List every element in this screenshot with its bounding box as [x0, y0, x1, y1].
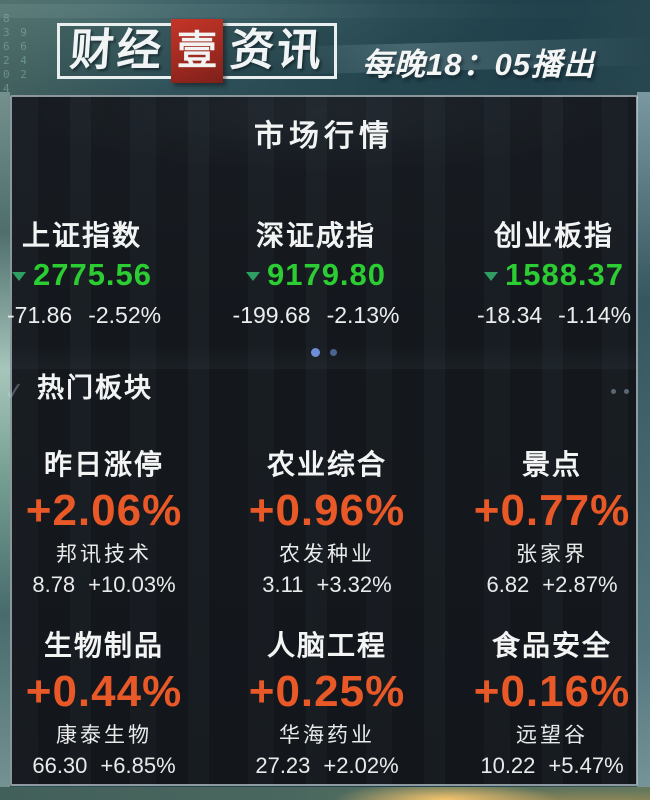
leading-stock-name: 康泰生物 — [56, 724, 152, 747]
stock-price: 8.78 — [32, 572, 76, 597]
stock-price: 66.30 — [32, 753, 88, 778]
stock-price: 3.11 — [262, 572, 304, 597]
logo-text-right: 资讯 — [228, 26, 326, 75]
down-triangle-icon — [483, 272, 498, 281]
leading-stock-name: 邦讯技术 — [56, 543, 152, 566]
bottom-strip — [0, 787, 650, 800]
broadcast-time-text: 每晚18：05播出 — [362, 47, 595, 82]
more-indicator-dots[interactable] — [611, 389, 629, 394]
leading-stock-name: 远望谷 — [516, 724, 588, 747]
stock-price: 27.23 — [255, 753, 311, 778]
logo-text-left: 财经 — [68, 26, 166, 75]
sector-card-human-brain-engineering[interactable]: 人脑工程 +0.25% 华海药业 27.23 +2.02% — [212, 630, 442, 778]
index-shenzhen-component[interactable]: 深证成指 9179.80 -199.68 -2.13% — [202, 220, 430, 328]
index-shanghai-composite[interactable]: 上证指数 2775.56 -71.86 -2.52% — [7, 220, 161, 328]
background-digits-decor: 8 3 9 6 6 2 4 0 2 4 — [3, 12, 29, 95]
more-dot — [624, 389, 629, 394]
stock-change-pct: +3.32% — [316, 572, 392, 597]
index-chinext[interactable]: 创业板指 1588.37 -18.34 -1.14% — [442, 220, 650, 328]
sector-change-pct: +2.06% — [25, 486, 183, 535]
index-name: 深证成指 — [255, 220, 376, 251]
sector-name: 食品安全 — [491, 630, 612, 661]
index-name: 创业板指 — [493, 220, 614, 251]
right-edge-glow — [637, 92, 650, 788]
leading-stock-name: 农发种业 — [279, 543, 375, 566]
stock-change-pct: +2.87% — [542, 572, 618, 597]
section-separator — [12, 345, 636, 369]
carousel-dot[interactable] — [330, 349, 337, 356]
logo-red-block: 壹 — [171, 19, 223, 83]
header-light-streak-top — [0, 4, 650, 18]
sector-change-pct: +0.44% — [25, 667, 183, 716]
index-change: -199.68 — [232, 302, 311, 328]
sector-card-biological-products[interactable]: 生物制品 +0.44% 康泰生物 66.30 +6.85% — [4, 630, 204, 778]
index-value: 1588.37 — [504, 257, 625, 292]
carousel-dots — [12, 348, 636, 357]
sector-change-pct: +0.16% — [473, 667, 631, 716]
market-panel: 市场行情 上证指数 2775.56 -71.86 -2.52% 深证成指 9179… — [3, 95, 638, 786]
down-triangle-icon — [11, 272, 26, 281]
stock-price: 6.82 — [486, 572, 530, 597]
sector-change-pct: +0.25% — [248, 667, 406, 716]
stock-change-pct: +5.47% — [548, 753, 624, 778]
stock-change-pct: +6.85% — [100, 753, 176, 778]
logo: 财经 壹 资讯 — [57, 19, 337, 83]
market-quotes-title: 市场行情 — [254, 120, 394, 153]
more-dot — [611, 389, 616, 394]
leading-stock-name: 张家界 — [516, 543, 588, 566]
stock-price: 10.22 — [480, 753, 536, 778]
sector-card-scenic-spots[interactable]: 景点 +0.77% 张家界 6.82 +2.87% — [452, 449, 650, 597]
sector-name: 景点 — [521, 449, 582, 480]
index-change-pct: -1.14% — [558, 302, 632, 328]
sector-name: 人脑工程 — [266, 630, 387, 661]
stock-change-pct: +10.03% — [88, 572, 176, 597]
sector-card-yesterday-limit-up[interactable]: 昨日涨停 +2.06% 邦讯技术 8.78 +10.03% — [4, 449, 204, 597]
index-name: 上证指数 — [21, 220, 142, 251]
index-change: -71.86 — [7, 302, 73, 328]
down-triangle-icon — [245, 272, 260, 281]
index-change-pct: -2.13% — [326, 302, 400, 328]
stock-change-pct: +2.02% — [323, 753, 399, 778]
sector-card-agriculture[interactable]: 农业综合 +0.96% 农发种业 3.11 +3.32% — [212, 449, 442, 597]
sector-name: 昨日涨停 — [43, 449, 164, 480]
sector-change-pct: +0.77% — [473, 486, 631, 535]
left-edge-glow — [0, 92, 10, 788]
index-change: -18.34 — [476, 302, 543, 328]
logo-highlight-char: 壹 — [177, 29, 217, 73]
leading-stock-name: 华海药业 — [279, 724, 375, 747]
sector-card-food-safety[interactable]: 食品安全 +0.16% 远望谷 10.22 +5.47% — [452, 630, 650, 778]
hot-sectors-title: 热门板块 — [37, 373, 153, 403]
carousel-dot-active[interactable] — [311, 348, 320, 357]
index-value: 9179.80 — [266, 257, 387, 292]
sector-name: 生物制品 — [43, 630, 164, 661]
sector-change-pct: +0.96% — [248, 486, 406, 535]
index-change-pct: -2.52% — [88, 302, 162, 328]
sector-name: 农业综合 — [266, 449, 387, 480]
index-value: 2775.56 — [32, 257, 153, 292]
